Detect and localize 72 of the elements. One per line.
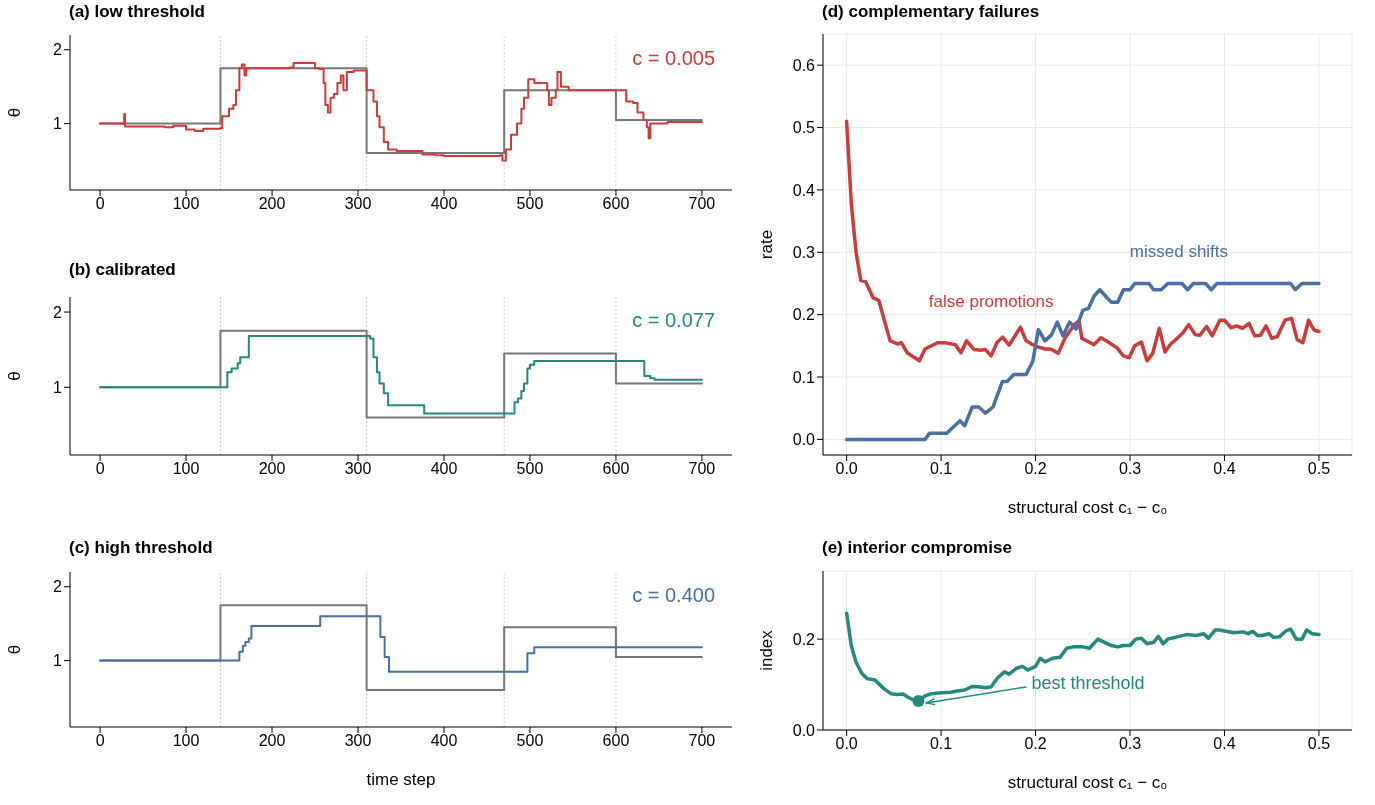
y-tick-label: 0.3 [792,243,816,261]
series-label: missed shifts [1129,241,1229,262]
x-tick-label: 700 [688,460,716,478]
x-tick-label: 0.5 [1307,460,1331,478]
x-tick-label: 300 [344,732,372,750]
x-tick-label: 100 [172,460,200,478]
x-tick-label: 700 [688,195,716,213]
y-tick-label: 0.2 [792,630,816,648]
x-tick-label: 600 [602,732,630,750]
x-tick-label: 0.0 [835,460,858,478]
y-tick-label: 2 [53,578,63,596]
x-tick-label: 400 [430,732,458,750]
x-tick-label: 0 [95,732,105,750]
series-label: false promotions [928,292,1054,313]
x-tick-label: 0.3 [1118,460,1142,478]
x-tick-label: 0.2 [1024,460,1047,478]
x-tick-label: 300 [344,460,372,478]
x-tick-label: 0.4 [1213,735,1236,753]
x-tick-label: 700 [688,732,716,750]
y-tick-label: 0.5 [792,119,816,137]
y-tick-label: 0.1 [792,368,816,386]
annotation: c = 0.077 [632,309,715,332]
y-tick-label: 1 [53,378,63,396]
y-axis-title: θ [5,107,25,118]
x-tick-label: 600 [602,195,630,213]
x-axis-title: structural cost c₁ − c₀ [1007,773,1168,792]
x-tick-label: 500 [516,460,544,478]
y-axis-title: θ [5,371,25,381]
chart-title: (c) high threshold [69,538,213,558]
y-tick-label: 0.6 [792,56,816,74]
x-tick-label: 0.3 [1118,735,1142,753]
x-tick-label: 200 [258,195,286,213]
annotation: c = 0.400 [632,584,715,607]
y-tick-label: 0.0 [792,431,816,449]
x-tick-label: 100 [172,732,200,750]
x-tick-label: 0.5 [1307,735,1331,753]
x-tick-label: 500 [516,732,544,750]
y-axis-title: rate [757,229,777,260]
x-axis-title: time step [366,770,436,789]
y-axis-title: θ [5,644,25,655]
x-axis-title: structural cost c₁ − c₀ [1007,498,1168,517]
y-tick-label: 1 [53,115,63,133]
x-tick-label: 300 [344,195,372,213]
chart-title: (b) calibrated [69,260,176,280]
chart-title: (e) interior compromise [822,538,1012,558]
annotation: best threshold [1031,672,1145,694]
chart-title: (d) complementary failures [822,2,1040,22]
x-tick-label: 400 [430,195,458,213]
chart-title: (a) low threshold [69,2,205,22]
x-tick-label: 600 [602,460,630,478]
x-tick-label: 400 [430,460,458,478]
x-tick-label: 0.1 [929,735,953,753]
line-series [844,281,1321,442]
x-tick-label: 500 [516,195,544,213]
x-tick-label: 100 [172,195,200,213]
line-series [844,119,1321,363]
y-tick-label: 0.0 [792,721,816,739]
x-tick-label: 200 [258,460,286,478]
x-tick-label: 0 [95,195,105,213]
x-tick-label: 200 [258,732,286,750]
y-axis-title: index [757,629,777,671]
annotation: c = 0.005 [632,47,715,70]
y-tick-label: 2 [53,303,63,321]
y-tick-label: 0.2 [792,306,816,324]
y-tick-label: 0.4 [792,181,816,199]
x-tick-label: 0 [95,460,105,478]
x-tick-label: 0.4 [1213,460,1236,478]
y-tick-label: 2 [53,41,63,59]
y-tick-label: 1 [53,652,63,670]
x-tick-label: 0.2 [1024,735,1047,753]
x-tick-label: 0.0 [835,735,858,753]
x-tick-label: 0.1 [929,460,953,478]
